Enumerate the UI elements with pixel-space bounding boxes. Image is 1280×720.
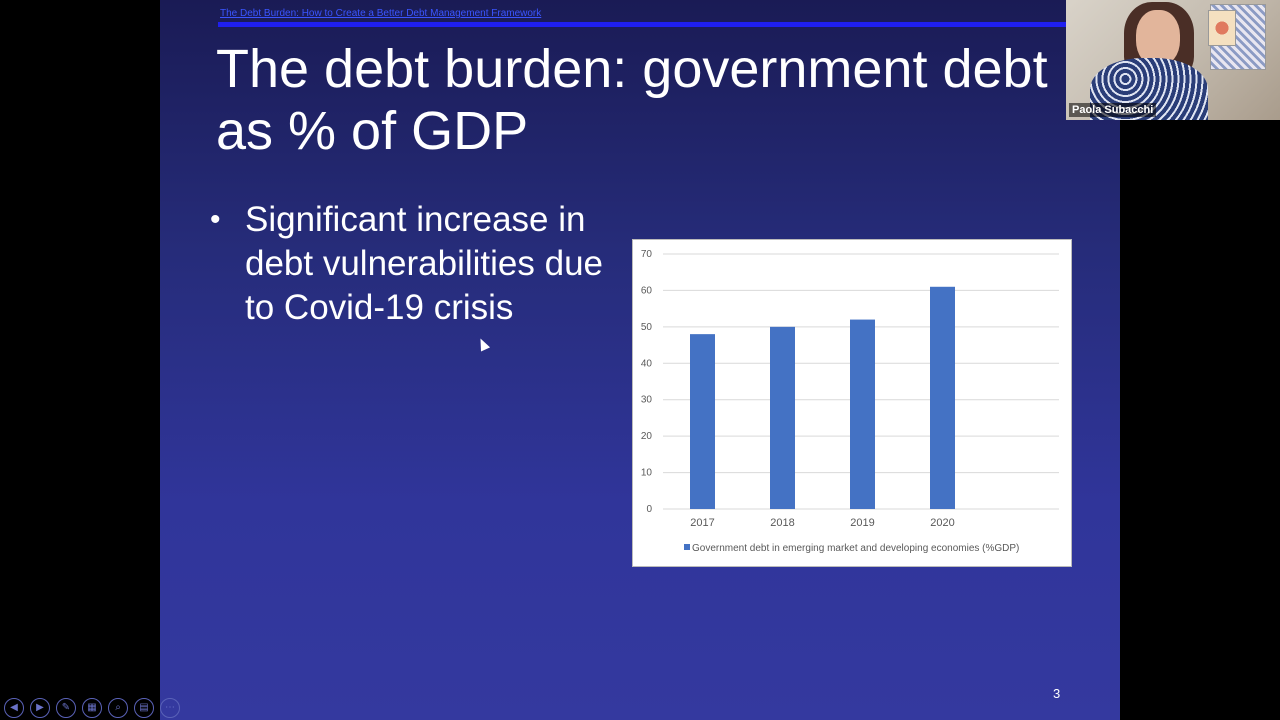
bar-chart: 0 10 20 30 40 50 60 70 2017 2018 2019 2020 Governmen… <box>641 249 1059 554</box>
slide-title: The debt burden: government debt as % of… <box>216 39 1048 161</box>
legend-label: Government debt in emerging market and d… <box>692 543 1019 554</box>
y-tick-label: 60 <box>641 285 653 296</box>
presentation-controls: ◀ ▶ ✎ ▦ ⌕ ▤ ⋯ <box>4 698 180 718</box>
slides-grid-icon[interactable]: ▦ <box>82 698 102 718</box>
x-tick-label: 2020 <box>930 517 954 529</box>
bullet-item: • Significant increase in debt vulnerabi… <box>210 198 610 330</box>
person-face <box>1136 10 1180 66</box>
participant-name: Paola Subacchi <box>1069 103 1157 117</box>
header-link[interactable]: The Debt Burden: How to Create a Better … <box>220 8 542 19</box>
bullet-dot-icon: • <box>210 203 221 236</box>
subtitles-icon[interactable]: ▤ <box>134 698 154 718</box>
wall-painting-small <box>1208 10 1236 46</box>
pen-icon[interactable]: ✎ <box>56 698 76 718</box>
bar <box>930 286 955 509</box>
y-tick-label: 50 <box>641 322 653 333</box>
slide: The Debt Burden: How to Create a Better … <box>160 0 1120 720</box>
page-number: 3 <box>1053 686 1061 701</box>
previous-slide-icon[interactable]: ◀ <box>4 698 24 718</box>
bar <box>690 334 715 509</box>
x-tick-label: 2017 <box>690 517 714 529</box>
y-tick-label: 30 <box>641 395 653 406</box>
y-tick-label: 20 <box>641 431 653 442</box>
y-tick-label: 70 <box>641 249 653 260</box>
more-options-icon[interactable]: ⋯ <box>160 698 180 718</box>
bullet-list: • Significant increase in debt vulnerabi… <box>210 198 610 330</box>
y-tick-label: 10 <box>641 468 653 479</box>
y-tick-label: 0 <box>646 504 652 515</box>
next-slide-icon[interactable]: ▶ <box>30 698 50 718</box>
y-tick-label: 40 <box>641 358 653 369</box>
bar <box>770 326 795 509</box>
x-tick-label: 2018 <box>770 517 794 529</box>
x-tick-label: 2019 <box>850 517 874 529</box>
chart-container: 0 10 20 30 40 50 60 70 2017 2018 2019 2020 Governmen… <box>632 239 1072 567</box>
participant-video[interactable]: Paola Subacchi <box>1066 0 1280 120</box>
mouse-cursor-icon <box>475 336 491 352</box>
legend-swatch <box>684 544 690 550</box>
bullet-text: Significant increase in debt vulnerabili… <box>245 200 604 327</box>
header-bar <box>218 22 1068 27</box>
zoom-icon[interactable]: ⌕ <box>108 698 128 718</box>
bar <box>850 319 875 509</box>
